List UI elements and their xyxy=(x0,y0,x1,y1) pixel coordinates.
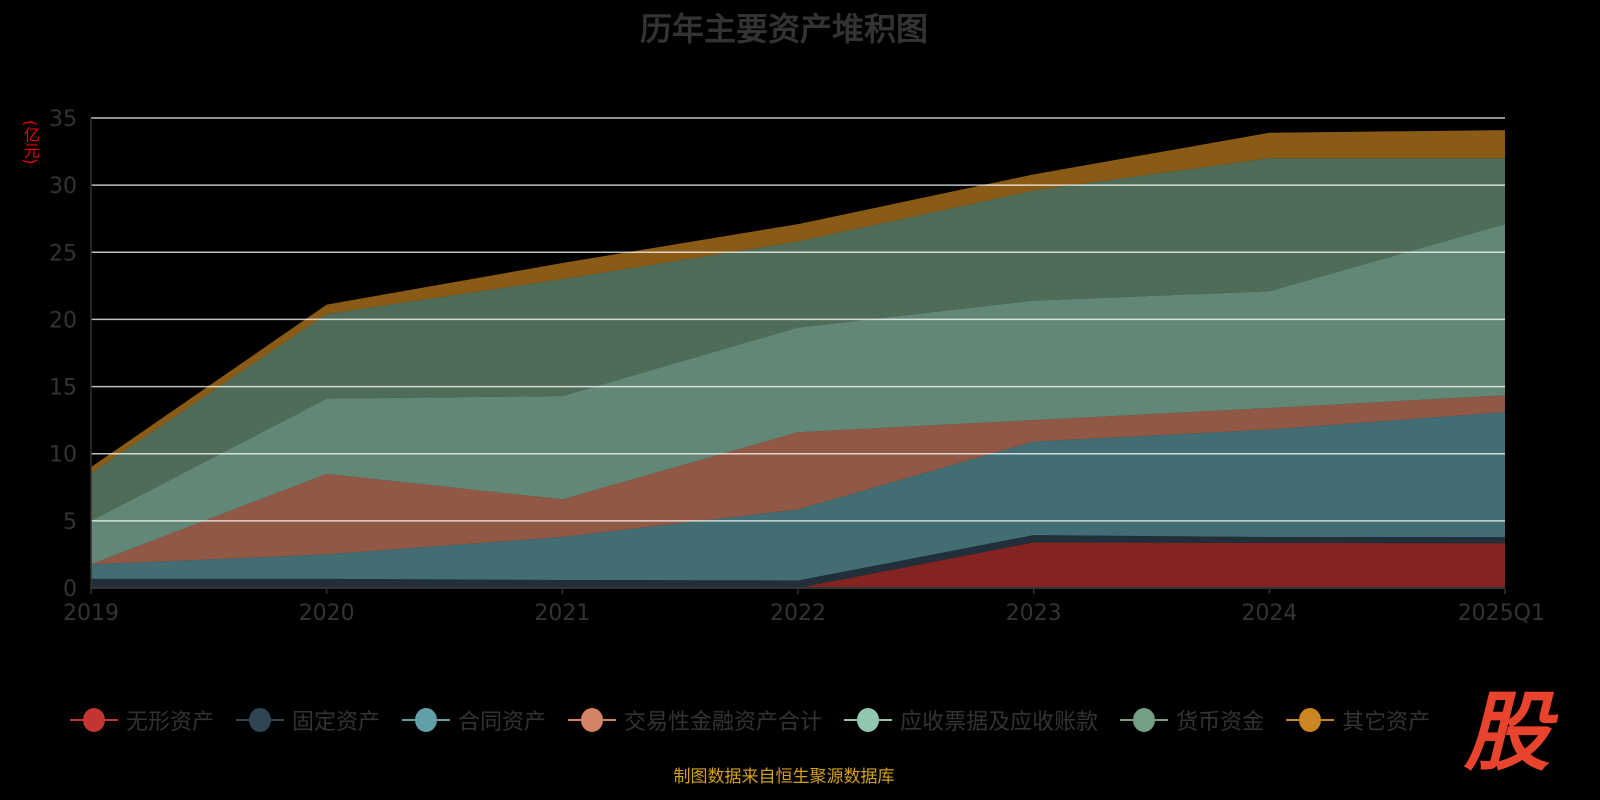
legend-item[interactable]: 交易性金融资产合计 xyxy=(568,704,822,736)
legend-item[interactable]: 固定资产 xyxy=(236,704,380,736)
area-series-6 xyxy=(91,130,1505,474)
y-tick-label: 15 xyxy=(49,376,77,401)
legend-label: 无形资产 xyxy=(126,710,215,735)
legend-item[interactable]: 无形资产 xyxy=(70,704,214,736)
x-tick-label: 2025Q1 xyxy=(1458,601,1545,626)
area-series-1 xyxy=(91,535,1505,588)
legend-label: 合同资产 xyxy=(458,710,547,735)
legend-marker-icon xyxy=(568,708,617,732)
area-series-5 xyxy=(91,158,1505,521)
legend-marker-icon xyxy=(402,708,451,732)
x-tick-label: 2023 xyxy=(1006,601,1062,626)
legend-marker-icon xyxy=(70,708,118,732)
area-series-3 xyxy=(91,395,1505,565)
area-series-0 xyxy=(91,542,1505,588)
x-tick-label: 2021 xyxy=(534,601,590,626)
x-tick-label: 2019 xyxy=(63,601,119,626)
legend-item[interactable]: 货币资金 xyxy=(1120,704,1264,736)
legend-label: 其它资产 xyxy=(1342,710,1431,735)
y-tick-label: 10 xyxy=(49,443,77,468)
logo: 股 xyxy=(1464,683,1550,783)
legend-label: 货币资金 xyxy=(1176,710,1265,735)
y-tick-label: 0 xyxy=(63,577,77,602)
legend-marker-icon xyxy=(236,708,285,732)
legend-marker-icon xyxy=(844,708,893,732)
legend-label: 固定资产 xyxy=(292,710,381,735)
y-tick-label: 30 xyxy=(49,174,77,199)
chart-title: 历年主要资产堆积图 xyxy=(639,10,928,48)
y-tick-label: 25 xyxy=(49,241,77,266)
legend-item[interactable]: 合同资产 xyxy=(402,704,546,736)
legend-item[interactable]: 应收票据及应收账款 xyxy=(844,704,1098,736)
y-tick-label: 20 xyxy=(49,308,77,333)
source-note: 制图数据来自恒生聚源数据库 xyxy=(673,767,895,787)
x-tick-label: 2022 xyxy=(770,601,826,626)
legend: 无形资产 固定资产 合同资产 交易性金融资产合计 应收票据及应收账款 货币资金 其它资产 xyxy=(70,704,1430,736)
y-tick-label: 5 xyxy=(63,510,77,535)
legend-label: 应收票据及应收账款 xyxy=(900,710,1099,735)
y-axis-label: (亿元) xyxy=(21,120,40,165)
y-tick-label: 35 xyxy=(49,107,77,132)
legend-marker-icon xyxy=(1286,708,1335,732)
x-tick-label: 2024 xyxy=(1241,601,1297,626)
legend-marker-icon xyxy=(1120,708,1169,732)
area-series-4 xyxy=(91,224,1505,565)
legend-item[interactable]: 其它资产 xyxy=(1286,704,1430,736)
x-tick-label: 2020 xyxy=(299,601,355,626)
legend-label: 交易性金融资产合计 xyxy=(624,710,823,735)
